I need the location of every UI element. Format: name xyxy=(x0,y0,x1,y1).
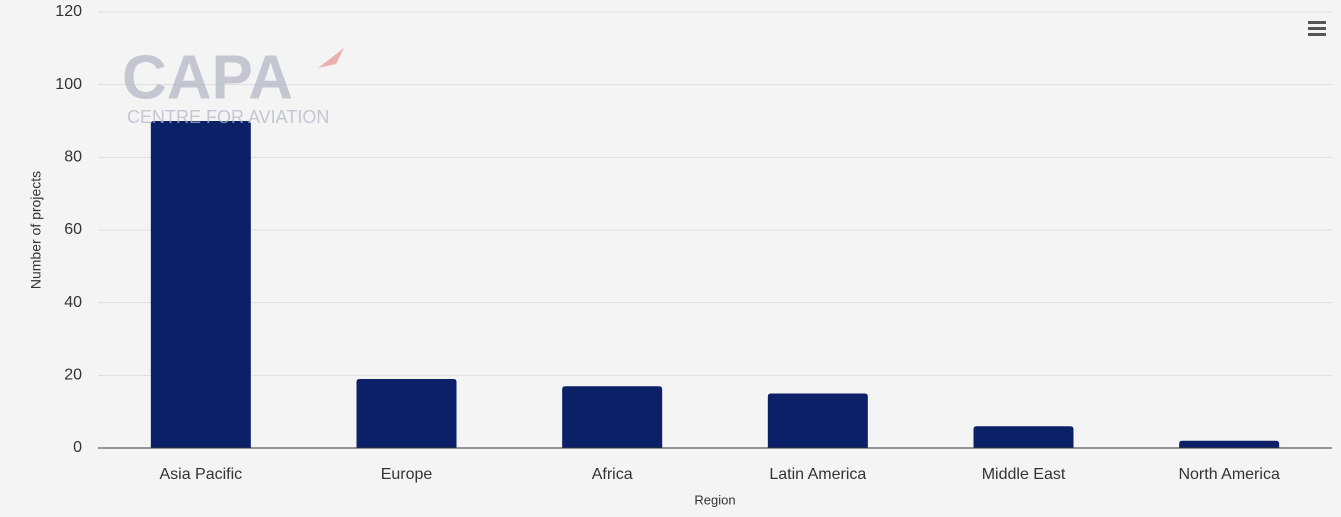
y-tick-label: 60 xyxy=(64,221,82,238)
bar xyxy=(767,393,868,448)
y-axis-title: Number of projects xyxy=(28,171,44,289)
y-tick-label: 0 xyxy=(73,439,82,456)
x-axis-title: Region xyxy=(694,492,735,507)
y-tick-label: 80 xyxy=(64,149,82,166)
plot-area: 0 20 40 60 80 100 120 Asia Pacific Europe Africa L… xyxy=(55,3,1332,483)
y-tick-label: 40 xyxy=(64,294,82,311)
menu-bar xyxy=(1308,21,1326,24)
x-tick-label: Europe xyxy=(381,466,433,483)
y-tick-label: 20 xyxy=(64,367,82,384)
watermark-tagline: CENTRE FOR AVIATION xyxy=(127,107,329,127)
bar xyxy=(1179,440,1280,448)
bar xyxy=(562,386,663,448)
x-tick-label: North America xyxy=(1178,466,1279,483)
bar xyxy=(356,378,457,448)
menu-bar xyxy=(1308,33,1326,36)
x-tick-label: Asia Pacific xyxy=(159,466,242,483)
menu-bar xyxy=(1308,27,1326,30)
x-tick-label: Africa xyxy=(592,466,633,483)
x-tick-label: Latin America xyxy=(769,466,866,483)
watermark-swoosh xyxy=(318,48,344,68)
watermark-logo: CAPA xyxy=(122,43,293,112)
bar xyxy=(150,121,251,448)
watermark: CAPA CENTRE FOR AVIATION xyxy=(122,43,344,127)
menu-button[interactable] xyxy=(1305,16,1329,40)
x-tick-label: Middle East xyxy=(982,466,1066,483)
bar xyxy=(973,426,1074,448)
y-tick-label: 100 xyxy=(55,76,82,93)
y-tick-label: 120 xyxy=(55,3,82,20)
